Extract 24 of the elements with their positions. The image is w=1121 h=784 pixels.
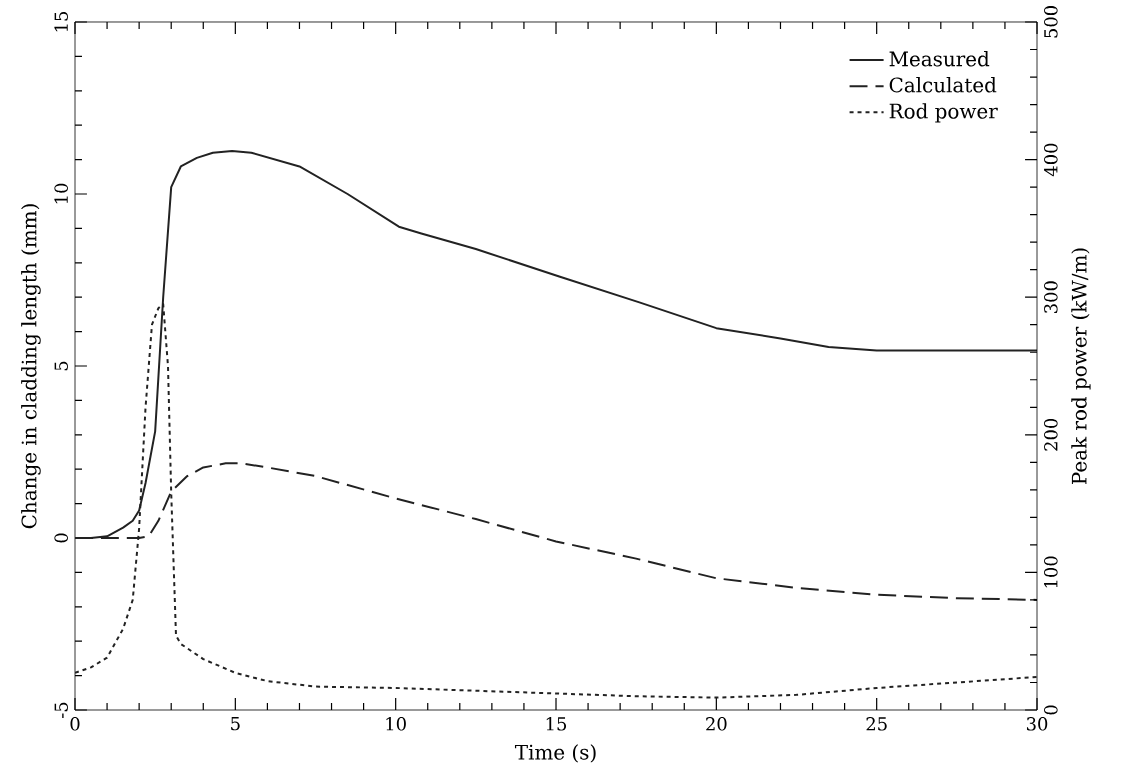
y-tick-label: 10 (54, 183, 68, 204)
legend-label: Calculated (889, 77, 997, 93)
y2-tick-label: 400 (1044, 143, 1058, 177)
x-tick-label: 20 (706, 717, 727, 731)
x-tick-label: 5 (231, 717, 240, 731)
y2-tick-label: 200 (1044, 418, 1058, 451)
y-tick-label: 5 (54, 361, 68, 371)
x-tick-label: 25 (866, 717, 887, 731)
y-tick-label: -5 (54, 702, 68, 718)
x-tick-label: 15 (546, 717, 567, 731)
y2-tick-label: 300 (1044, 281, 1058, 313)
y-tick-label: 0 (54, 533, 68, 543)
x-tick-label: 0 (70, 717, 80, 731)
x-tick-label: 30 (1026, 717, 1048, 731)
y2-axis-title: Peak rod power (kW/m) (1071, 248, 1091, 485)
y2-tick-label: 500 (1044, 6, 1058, 38)
y2-tick-label: 0 (1044, 705, 1058, 715)
y-tick-label: 15 (54, 11, 68, 32)
x-axis-title: Time (s) (514, 744, 596, 763)
legend-label: Measured (889, 50, 990, 67)
y-axis-title: Change in cladding length (mm) (21, 204, 41, 529)
y2-tick-label: 100 (1044, 556, 1058, 588)
legend-label: Rod power (889, 103, 998, 123)
x-tick-label: 10 (386, 717, 406, 731)
